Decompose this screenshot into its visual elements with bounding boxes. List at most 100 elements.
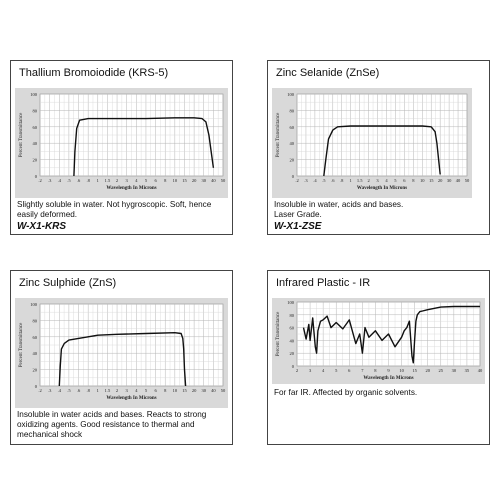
- panel-zns: Zinc Sulphide (ZnS) 100 80 60 40 20 0.2 .3 .4 .5…: [10, 270, 233, 445]
- x-tick-label: .6: [77, 178, 81, 183]
- product-code: W-X1-ZSE: [274, 221, 322, 232]
- x-tick-label: 4: [135, 178, 138, 183]
- x-tick-label: 3: [376, 178, 379, 183]
- x-tick-label: .6: [77, 388, 81, 393]
- x-tick-label: 25: [439, 368, 444, 373]
- x-tick-label: 15: [182, 178, 187, 183]
- transmittance-curve: [73, 117, 215, 177]
- x-tick-label: 40: [211, 388, 216, 393]
- x-tick-label: 2: [367, 178, 369, 183]
- y-axis-label: Percent Transmittance: [19, 322, 24, 367]
- y-tick-label: 100: [30, 302, 38, 307]
- y-tick-label: 20: [290, 351, 295, 356]
- y-tick-label: 60: [290, 125, 295, 130]
- x-tick-label: 8: [164, 178, 167, 183]
- y-tick-label: 0: [35, 174, 38, 179]
- x-tick-label: 2: [116, 178, 118, 183]
- x-axis-label: Wavelength In Microns: [106, 186, 156, 191]
- x-tick-label: .5: [67, 388, 71, 393]
- x-tick-label: .3: [48, 388, 52, 393]
- x-tick-label: .3: [48, 178, 52, 183]
- x-tick-label: 4: [385, 178, 388, 183]
- chart-svg: 100 80 60 40 20 0.2 .3 .4 .5 .6 .8 1 1.5 2 3 4 5 6 8 10 15 20…: [19, 302, 226, 401]
- plot-area: 100 80 60 40 20 0.2 .3 .4 .5 .6 .8 1 1.5 2 3 4 5 6 8 10 15 20…: [15, 298, 228, 408]
- x-tick-label: 4: [322, 368, 325, 373]
- product-code: W-X1-KRS: [17, 221, 67, 232]
- x-tick-label: 3: [126, 178, 129, 183]
- x-tick-label: 35: [465, 368, 470, 373]
- x-tick-label: 20: [192, 178, 197, 183]
- y-axis-label: Percent Transmittance: [276, 112, 281, 157]
- x-tick-label: 30: [201, 178, 206, 183]
- x-tick-label: .2: [38, 388, 41, 393]
- x-tick-label: .4: [58, 178, 62, 183]
- transmittance-curve: [58, 332, 187, 387]
- y-tick-label: 40: [290, 141, 295, 146]
- x-tick-label: 40: [478, 368, 483, 373]
- chart-title: Thallium Bromoiodide (KRS-5): [19, 67, 169, 79]
- y-tick-label: 100: [287, 300, 295, 305]
- x-tick-label: .8: [340, 178, 344, 183]
- x-tick-label: 1: [97, 388, 99, 393]
- chart-title: Zinc Sulphide (ZnS): [19, 277, 117, 289]
- y-tick-label: 60: [290, 326, 295, 331]
- x-tick-label: 3: [309, 368, 312, 373]
- y-tick-label: 0: [292, 174, 295, 179]
- chart-description: Insoluble in water, acids and bases. Las…: [274, 200, 404, 219]
- x-tick-label: 5: [145, 178, 148, 183]
- chart-description: Slightly soluble in water. Not hygroscop…: [17, 200, 212, 219]
- x-tick-label: .6: [331, 178, 335, 183]
- x-tick-label: 10: [420, 178, 425, 183]
- x-tick-label: 5: [335, 368, 338, 373]
- y-tick-label: 40: [290, 338, 295, 343]
- x-tick-label: 30: [452, 368, 457, 373]
- x-tick-label: .8: [86, 388, 90, 393]
- x-axis-label: Wavelength In Microns: [357, 186, 407, 191]
- transmittance-curve: [323, 125, 441, 177]
- x-tick-label: 6: [154, 388, 157, 393]
- y-tick-label: 80: [33, 318, 38, 323]
- x-tick-label: 15: [429, 178, 434, 183]
- y-tick-label: 80: [33, 108, 38, 113]
- x-tick-label: .3: [304, 178, 308, 183]
- chart-svg: 100 80 60 40 20 02 3 4 5 6 7 8 9 10 15 20 25 30 35 40 Wavele…: [276, 300, 483, 381]
- x-tick-label: 5: [394, 178, 397, 183]
- x-tick-label: 6: [154, 178, 157, 183]
- x-axis-label: Wavelength In Microns: [363, 376, 413, 381]
- transmittance-curve: [302, 305, 480, 364]
- x-tick-label: 2: [116, 388, 118, 393]
- x-tick-label: 1.5: [105, 388, 111, 393]
- x-tick-label: .5: [322, 178, 326, 183]
- plot-area: 100 80 60 40 20 0.2 .3 .4 .5 .6 .8 1 1.5 2 3 4 5 6 8 10 15 20…: [272, 88, 472, 198]
- x-tick-label: 40: [456, 178, 461, 183]
- x-tick-label: 15: [412, 368, 417, 373]
- panel-znse: Zinc Selanide (ZnSe) 100 80 60 40 20 0.2 .3 .4.…: [267, 60, 490, 235]
- x-tick-label: 30: [201, 388, 206, 393]
- x-tick-label: .4: [58, 388, 62, 393]
- x-tick-label: .4: [313, 178, 317, 183]
- x-tick-label: 10: [399, 368, 404, 373]
- y-tick-label: 80: [290, 108, 295, 113]
- x-tick-label: 2: [296, 368, 298, 373]
- x-tick-label: .5: [67, 178, 71, 183]
- x-tick-label: 15: [182, 388, 187, 393]
- x-tick-label: 3: [126, 388, 129, 393]
- x-tick-label: 5: [145, 388, 148, 393]
- y-tick-label: 0: [35, 384, 38, 389]
- chart-title: Infrared Plastic - IR: [276, 277, 371, 289]
- x-tick-label: 8: [164, 388, 167, 393]
- y-tick-label: 40: [33, 351, 38, 356]
- x-tick-label: 20: [438, 178, 443, 183]
- x-tick-label: 8: [412, 178, 415, 183]
- y-axis-label: Percent Transmittance: [19, 112, 24, 157]
- x-tick-label: .2: [38, 178, 41, 183]
- y-tick-label: 60: [33, 335, 38, 340]
- x-tick-label: 8: [374, 368, 377, 373]
- y-tick-label: 0: [292, 364, 295, 369]
- x-tick-label: 20: [425, 368, 430, 373]
- y-tick-label: 20: [33, 368, 38, 373]
- plot-area: 100 80 60 40 20 0 2 3 4 5 6 7 8 9 10 15 20 25 30 35 40 Wavele…: [272, 298, 485, 384]
- x-tick-label: 50: [465, 178, 470, 183]
- x-tick-label: 9: [387, 368, 390, 373]
- x-tick-label: 10: [173, 178, 178, 183]
